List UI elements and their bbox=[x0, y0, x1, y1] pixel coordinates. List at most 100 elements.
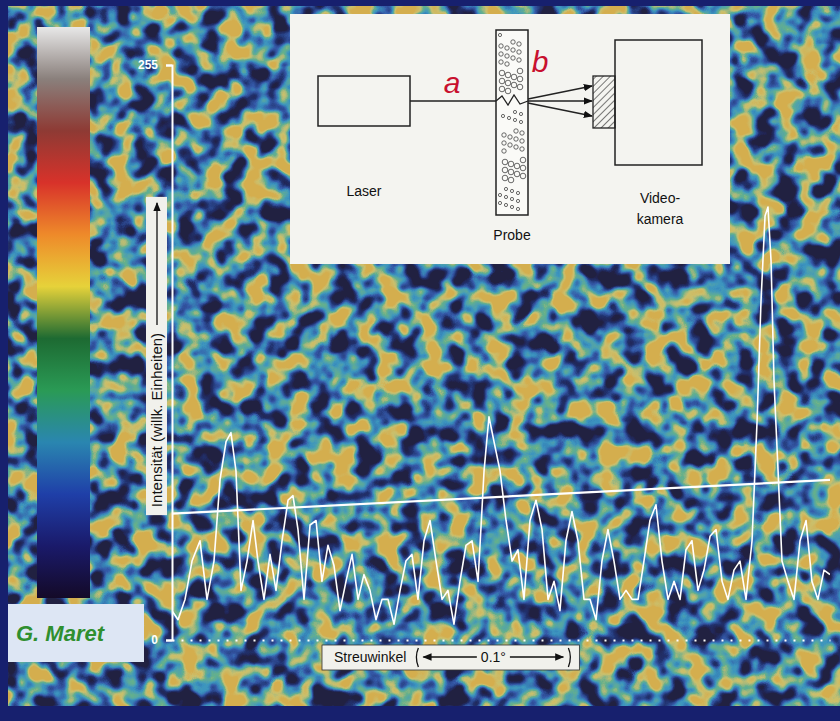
particle bbox=[502, 149, 506, 153]
laser-label: Laser bbox=[346, 183, 381, 199]
particle bbox=[511, 74, 517, 80]
image-background bbox=[8, 6, 840, 706]
y-tick: 255 bbox=[138, 58, 172, 72]
particle bbox=[513, 110, 516, 113]
particle bbox=[520, 157, 526, 163]
particle bbox=[508, 177, 514, 183]
incident-beam bbox=[410, 100, 496, 102]
particle bbox=[519, 112, 522, 115]
particle bbox=[502, 167, 508, 173]
particle bbox=[520, 147, 524, 151]
particle bbox=[499, 78, 505, 84]
scattered-beam bbox=[528, 103, 592, 116]
particle bbox=[519, 120, 522, 123]
particle bbox=[505, 88, 511, 94]
particle bbox=[514, 171, 520, 177]
y-label-box bbox=[146, 197, 167, 515]
particle bbox=[499, 52, 503, 56]
plot-area bbox=[172, 207, 830, 624]
chart-svg: 0 255 Intensität (willk. Einheiten) Streuwi… bbox=[0, 0, 840, 721]
particle bbox=[498, 201, 501, 204]
particle bbox=[508, 143, 512, 147]
credit: G. Maret bbox=[16, 621, 106, 646]
particle bbox=[508, 161, 514, 167]
particle bbox=[501, 114, 504, 117]
particle bbox=[520, 139, 524, 143]
slide: 0 255 Intensität (willk. Einheiten) Streuwi… bbox=[0, 0, 840, 721]
x-axis bbox=[173, 640, 831, 641]
camera-lens bbox=[593, 76, 615, 128]
scale-bar-label: 0.1° bbox=[481, 649, 506, 665]
particle bbox=[511, 48, 515, 52]
particle bbox=[514, 129, 518, 133]
y-tick-label: 255 bbox=[138, 58, 158, 72]
particle bbox=[502, 133, 506, 137]
particle bbox=[516, 199, 519, 202]
camera-label: Video- bbox=[640, 190, 681, 206]
particle bbox=[517, 58, 521, 62]
x-axis-line bbox=[173, 640, 831, 642]
particle bbox=[520, 165, 526, 171]
diagram-box bbox=[290, 14, 730, 264]
scale-bar-label-bg bbox=[477, 649, 510, 665]
colorbar bbox=[37, 27, 90, 598]
particle bbox=[499, 44, 503, 48]
paren-left bbox=[416, 648, 418, 667]
intensity-trace bbox=[172, 207, 830, 624]
particle bbox=[499, 60, 503, 64]
slide-background bbox=[0, 0, 840, 721]
particle bbox=[505, 72, 511, 78]
particle bbox=[504, 203, 507, 206]
particle bbox=[520, 131, 524, 135]
x-label-group: Streuwinkel0.1° bbox=[322, 645, 579, 670]
y-axis-title: Intensität (willk. Einheiten) bbox=[148, 333, 165, 507]
particle bbox=[513, 118, 516, 121]
particle bbox=[508, 169, 514, 175]
particle bbox=[510, 197, 513, 200]
particle bbox=[511, 82, 517, 88]
y-tick-mark bbox=[166, 640, 172, 642]
particle bbox=[505, 62, 509, 66]
particle bbox=[510, 189, 513, 192]
credit-box bbox=[8, 604, 144, 662]
laser-box bbox=[318, 76, 410, 126]
particle bbox=[516, 191, 519, 194]
particle bbox=[504, 195, 507, 198]
particle bbox=[499, 86, 505, 92]
scattered-beam bbox=[528, 86, 592, 99]
particle bbox=[514, 145, 518, 149]
particle bbox=[517, 42, 521, 46]
particle bbox=[504, 187, 507, 190]
y-tick-mark bbox=[166, 65, 172, 67]
particle bbox=[511, 40, 515, 44]
particle bbox=[514, 137, 518, 141]
particle bbox=[498, 33, 501, 36]
y-tick: 0 bbox=[151, 633, 172, 647]
x-label-box bbox=[322, 645, 579, 670]
y-label-group: Intensität (willk. Einheiten) bbox=[146, 197, 167, 515]
setup-diagram: LaserProbeVideo-kameraab bbox=[290, 14, 730, 264]
particle bbox=[505, 80, 511, 86]
beam-label: a bbox=[444, 66, 461, 99]
speckle-texture bbox=[8, 6, 840, 706]
particle bbox=[508, 135, 512, 139]
paren-right bbox=[568, 648, 570, 667]
sample-label: Probe bbox=[493, 227, 531, 243]
beam-label: b bbox=[532, 45, 549, 78]
scattered-path bbox=[496, 95, 528, 105]
sample-box bbox=[496, 30, 528, 215]
y-label-arrow bbox=[156, 203, 157, 325]
particle bbox=[505, 54, 509, 58]
particle bbox=[517, 68, 523, 74]
particle bbox=[502, 175, 508, 181]
y-tick-label: 0 bbox=[151, 633, 158, 647]
y-axis: 0 255 bbox=[138, 58, 173, 647]
particle bbox=[517, 76, 523, 82]
particle bbox=[514, 163, 520, 169]
particle bbox=[499, 70, 505, 76]
particle bbox=[502, 141, 506, 145]
particle bbox=[520, 173, 526, 179]
particle bbox=[498, 193, 501, 196]
particle bbox=[517, 84, 523, 90]
particle bbox=[516, 207, 519, 210]
